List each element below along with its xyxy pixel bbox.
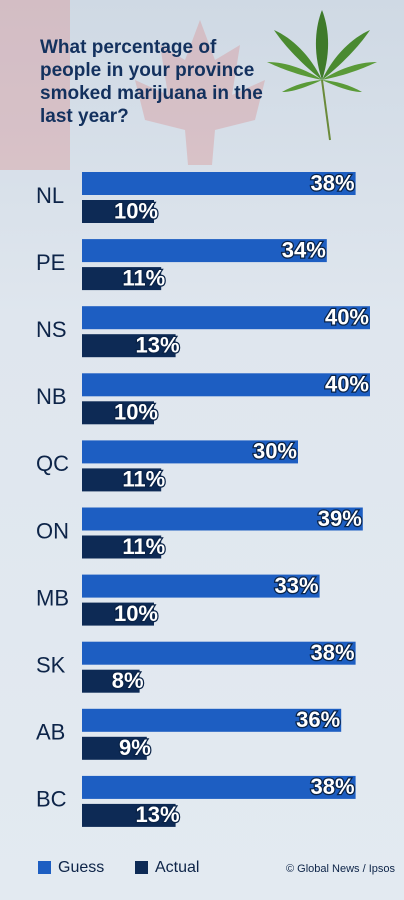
value-label: 11%	[122, 467, 165, 492]
category-label: MB	[36, 585, 69, 610]
bar	[82, 239, 327, 263]
category-label: NB	[36, 384, 67, 409]
value-label: 33%	[275, 573, 319, 598]
bar	[82, 669, 140, 693]
value-label: 30%	[253, 439, 297, 464]
value-label: 10%	[114, 198, 158, 223]
source-credit: © Global News / Ipsos	[286, 863, 395, 875]
bar	[82, 200, 154, 223]
value-label: 36%	[296, 707, 340, 732]
value-label: 40%	[325, 305, 369, 330]
category-label: ON	[36, 518, 69, 543]
value-label: 9%	[119, 735, 151, 760]
bar	[82, 172, 356, 195]
bar	[82, 306, 370, 330]
bar	[82, 440, 298, 464]
bar	[82, 535, 162, 559]
category-label: PE	[36, 250, 65, 275]
value-label: 8%	[112, 668, 144, 693]
bar	[82, 267, 162, 291]
value-label: 13%	[136, 802, 180, 827]
value-label: 34%	[282, 237, 326, 262]
category-label: QC	[36, 451, 69, 476]
value-label: 38%	[311, 170, 355, 195]
legend-label: Guess	[58, 859, 104, 876]
bar	[82, 803, 176, 827]
flag-background	[0, 0, 265, 170]
bar	[82, 641, 356, 665]
legend-label: Actual	[155, 859, 199, 876]
bar	[82, 602, 154, 626]
bar	[82, 334, 176, 358]
value-label: 10%	[114, 400, 158, 425]
bar	[82, 708, 342, 732]
legend-swatch	[38, 861, 51, 874]
bar	[82, 468, 162, 492]
value-label: 13%	[136, 333, 180, 358]
bar	[82, 373, 370, 397]
value-label: 38%	[311, 640, 355, 665]
value-label: 39%	[318, 506, 362, 531]
bar	[82, 775, 356, 799]
bar	[82, 736, 147, 760]
bar	[82, 401, 154, 425]
category-label: NS	[36, 317, 67, 342]
category-label: AB	[36, 720, 65, 745]
chart-title: What percentage of people in your provin…	[40, 37, 263, 127]
legend-swatch	[135, 861, 148, 874]
category-label: BC	[36, 787, 67, 812]
value-label: 40%	[325, 372, 369, 397]
value-label: 10%	[114, 601, 158, 626]
value-label: 38%	[311, 774, 355, 799]
bar	[82, 507, 363, 531]
category-label: SK	[36, 653, 66, 678]
leaf-icon	[267, 10, 377, 141]
bar	[82, 574, 320, 598]
value-label: 11%	[122, 534, 165, 559]
category-label: NL	[36, 183, 64, 208]
value-label: 11%	[122, 265, 165, 290]
